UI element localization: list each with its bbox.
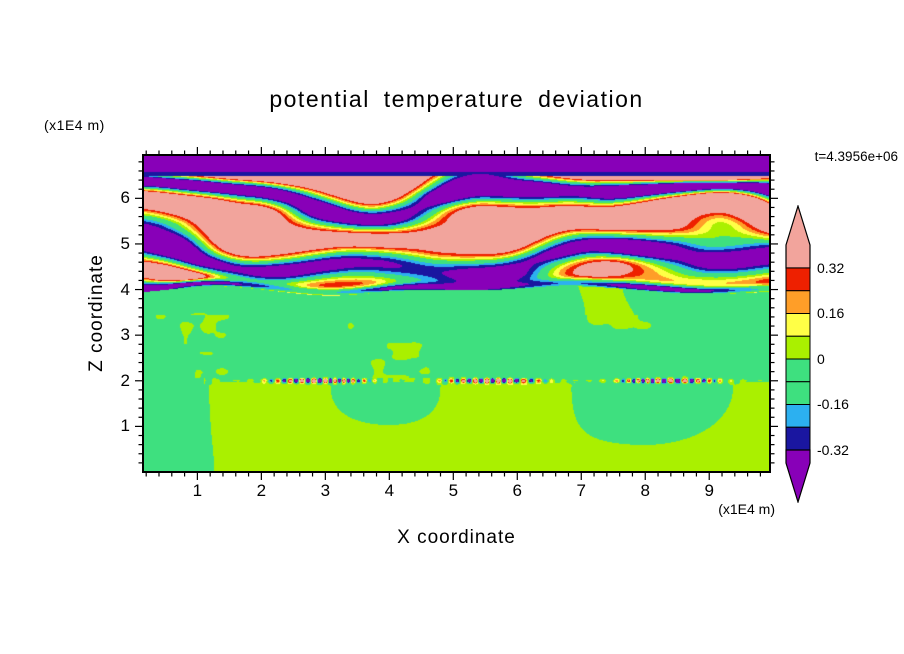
x-tick-label: 2 bbox=[256, 481, 267, 500]
z-axis-units-label: (x1E4 m) bbox=[44, 117, 105, 133]
time-label: t=4.3956e+06 bbox=[814, 149, 898, 164]
colorbar-segment bbox=[785, 313, 811, 337]
z-tick-label: 4 bbox=[120, 279, 130, 299]
z-tick-label: 1 bbox=[120, 416, 130, 436]
colorbar-segment bbox=[785, 267, 811, 292]
x-tick-label: 3 bbox=[320, 481, 331, 500]
x-tick-label: 9 bbox=[704, 481, 714, 500]
colorbar-segment bbox=[785, 358, 811, 383]
x-axis-units-label: (x1E4 m) bbox=[718, 501, 775, 517]
z-tick-label: 6 bbox=[120, 188, 130, 208]
contour-field-canvas bbox=[143, 155, 770, 472]
colorbar-segment bbox=[785, 426, 811, 451]
plot-title: potential temperature deviation bbox=[269, 86, 644, 112]
x-tick-label: 8 bbox=[640, 481, 650, 500]
z-axis-label: Z coordinate bbox=[86, 254, 107, 372]
x-tick-label: 7 bbox=[576, 481, 586, 500]
z-tick-label: 5 bbox=[120, 233, 130, 253]
colorbar-label: -0.16 bbox=[817, 396, 849, 412]
x-tick-label: 5 bbox=[448, 481, 459, 500]
colorbar bbox=[785, 205, 811, 503]
colorbar-arrow-top bbox=[785, 205, 811, 269]
z-tick-label: 2 bbox=[120, 370, 130, 390]
colorbar-label: 0 bbox=[817, 351, 825, 367]
x-tick-label: 4 bbox=[384, 481, 395, 500]
colorbar-arrow-bottom bbox=[785, 449, 811, 503]
colorbar-segment bbox=[785, 381, 811, 405]
z-tick-label: 3 bbox=[120, 325, 130, 345]
colorbar-label: 0.16 bbox=[817, 305, 845, 321]
colorbar-segment bbox=[785, 290, 811, 314]
x-tick-label: 1 bbox=[192, 481, 203, 500]
colorbar-segment bbox=[785, 404, 811, 428]
colorbar-segment bbox=[785, 335, 811, 360]
colorbar-label: -0.32 bbox=[817, 442, 849, 458]
x-tick-label: 6 bbox=[512, 481, 522, 500]
x-axis-label: X coordinate bbox=[397, 527, 516, 548]
colorbar-label: 0.32 bbox=[817, 260, 845, 276]
